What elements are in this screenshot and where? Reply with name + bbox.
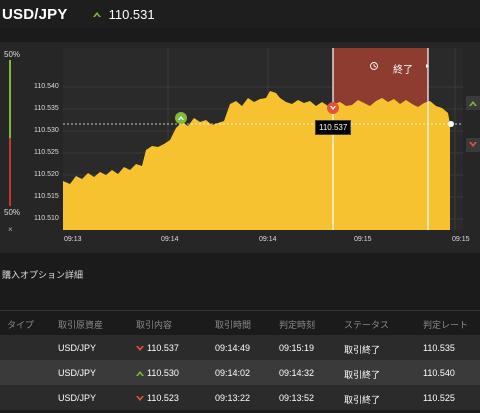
x-tick: 09:14 [259,236,277,243]
cell-judge-time: 09:14:32 [279,368,315,378]
cell-status: 取引終了 [344,395,381,405]
y-tick: 110.520 [34,171,59,178]
cell-asset: USD/JPY [58,343,97,353]
meter-up-bar [9,60,11,138]
expired-label: 終了 [393,65,413,76]
table-row[interactable]: USD/JPY 110.530 09:14:02 09:14:32 取引終了 1… [0,360,480,385]
x-tick: 09:14 [161,236,179,243]
cell-time: 09:14:49 [215,343,251,353]
y-tick: 110.525 [34,149,59,156]
cell-judge-rate: 110.535 [423,343,455,353]
col-type: タイプ [7,320,35,330]
y-tick: 110.530 [34,127,59,134]
down-arrow-icon [136,346,144,352]
up-arrow-icon [136,371,144,377]
cell-content: 110.523 [136,393,179,403]
col-content: 取引内容 [136,320,173,330]
clock-icon [370,62,378,70]
y-tick: 110.515 [34,193,59,200]
table-row[interactable]: USD/JPY 110.523 09:13:22 09:13:52 取引終了 1… [0,385,480,410]
col-judge-time: 判定時刻 [279,320,316,330]
cell-status: 取引終了 [344,370,381,380]
current-point [448,121,454,127]
section-title: 購入オプション詳細 [2,270,84,280]
cell-status: 取引終了 [344,345,381,355]
cell-asset: USD/JPY [58,393,97,403]
table-divider [0,310,480,311]
header-bar: USD/JPY 110.531 [0,0,480,28]
col-time: 取引時間 [215,320,252,330]
x-tick: 09:15 [354,236,372,243]
cell-judge-time: 09:15:19 [279,343,315,353]
cell-content: 110.530 [136,368,179,378]
cell-judge-rate: 110.525 [423,393,455,403]
y-tick: 110.510 [34,215,59,222]
col-judge-rate: 判定レート [423,320,469,330]
currency-pair: USD/JPY [2,5,68,23]
down-arrow-icon [136,396,144,402]
current-price: 110.531 [108,6,155,22]
price-tooltip: 110.537 [315,120,352,135]
cell-asset: USD/JPY [58,368,97,378]
x-tick: 09:13 [64,236,82,243]
col-status: ステータス [344,320,390,330]
meter-up-percent: 50% [4,50,21,59]
col-asset: 取引原資産 [58,320,104,330]
x-tick: 09:15 [452,236,470,243]
cell-time: 09:14:02 [215,368,251,378]
cell-time: 09:13:22 [215,393,251,403]
meter-down-percent: 50% [4,208,21,217]
meter-close-icon[interactable]: × [8,225,13,234]
cell-judge-rate: 110.540 [423,368,455,378]
meter-down-bar [9,138,11,206]
y-tick: 110.540 [34,83,59,90]
table-row[interactable]: USD/JPY 110.537 09:14:49 09:15:19 取引終了 1… [0,335,480,360]
up-arrow-icon [92,12,101,17]
y-tick: 110.535 [34,105,59,112]
price-area [63,91,450,230]
cell-judge-time: 09:13:52 [279,393,315,403]
cell-content: 110.537 [136,343,179,353]
